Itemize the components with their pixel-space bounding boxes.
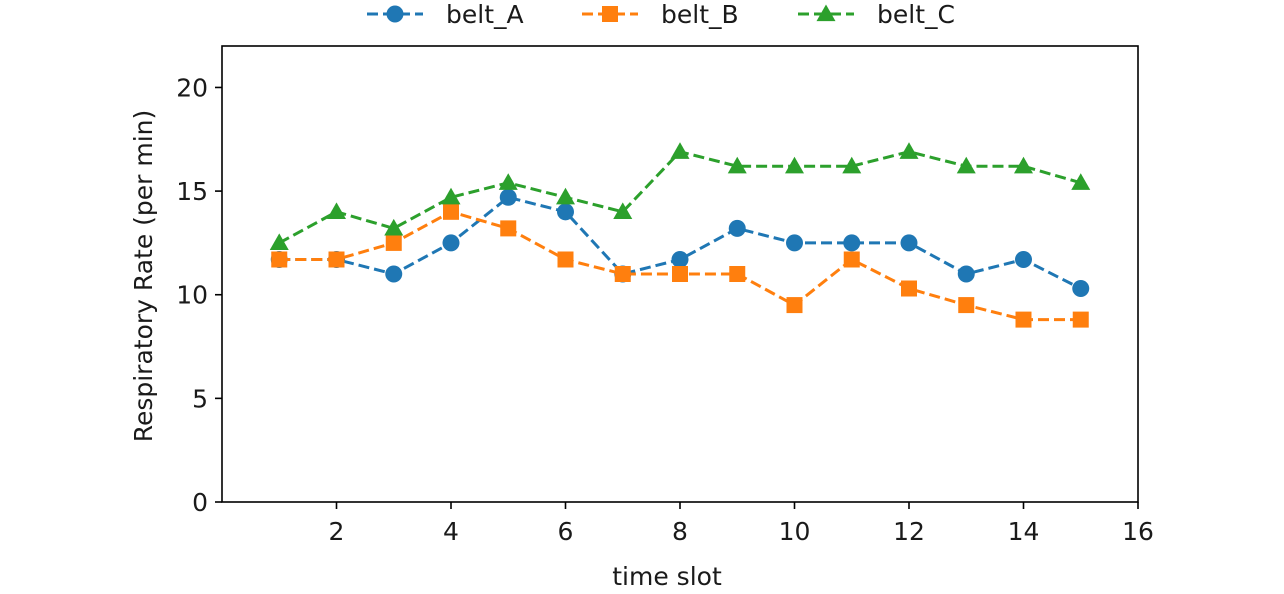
data-point-belt_A	[843, 234, 861, 252]
data-point-belt_A	[671, 250, 689, 268]
x-tick-label: 2	[329, 517, 345, 546]
data-point-belt_C	[785, 156, 804, 174]
x-axis-label: time slot	[612, 562, 722, 590]
legend-item-belt_B: belt_B	[582, 0, 739, 29]
y-tick-label: 20	[176, 73, 208, 102]
data-point-belt_B	[385, 234, 402, 251]
y-tick-label: 10	[176, 281, 208, 310]
x-tick-label: 14	[1008, 517, 1040, 546]
data-point-belt_A	[786, 234, 803, 252]
data-point-belt_B	[271, 251, 288, 268]
x-tick-label: 4	[443, 517, 459, 546]
legend-label-belt_B: belt_B	[661, 0, 739, 29]
y-tick-label: 5	[192, 384, 208, 413]
legend: belt_A belt_B belt_C	[367, 0, 955, 29]
data-point-belt_B	[901, 280, 917, 297]
data-point-belt_A	[1072, 280, 1090, 298]
data-point-belt_B	[443, 203, 459, 220]
data-point-belt_B	[614, 266, 631, 282]
data-point-belt_A	[900, 234, 918, 252]
data-point-belt_A	[728, 219, 746, 237]
axes: 2 4 6 8 10 12 14 16 0 5 10 15 20	[176, 45, 1154, 546]
legend-marker-belt_C	[816, 4, 836, 22]
data-point-belt_A	[557, 203, 574, 221]
data-point-belt_B	[958, 297, 975, 314]
legend-label-belt_C: belt_C	[877, 0, 955, 29]
x-tick-label: 16	[1122, 517, 1154, 546]
data-point-belt_C	[670, 142, 690, 159]
data-point-belt_C	[1071, 173, 1091, 190]
data-point-belt_C	[384, 218, 404, 236]
data-point-belt_B	[500, 220, 517, 237]
y-tick-label: 0	[192, 488, 208, 517]
data-point-belt_C	[441, 187, 461, 205]
series-belt_C	[269, 142, 1091, 251]
data-point-belt_B	[1015, 311, 1032, 328]
x-tick-label: 12	[893, 517, 925, 546]
data-point-belt_A	[1015, 250, 1032, 268]
x-tick-label: 10	[779, 517, 811, 546]
data-point-belt_C	[956, 156, 976, 174]
data-point-belt_A	[442, 234, 460, 252]
legend-item-belt_A: belt_A	[367, 0, 524, 29]
data-point-belt_C	[327, 202, 346, 219]
data-point-belt_C	[556, 187, 575, 205]
x-tick-label: 8	[672, 517, 688, 546]
data-point-belt_B	[557, 251, 574, 268]
data-point-belt_A	[385, 265, 403, 283]
data-point-belt_C	[899, 142, 919, 159]
data-point-belt_C	[1014, 156, 1033, 174]
data-point-belt_B	[843, 251, 860, 268]
plot-area	[269, 142, 1091, 328]
data-point-belt_B	[729, 266, 746, 282]
y-axis-label: Respiratory Rate (per min)	[129, 110, 158, 443]
legend-label-belt_A: belt_A	[446, 0, 524, 29]
data-point-belt_C	[498, 173, 518, 190]
x-tick-label: 6	[558, 517, 574, 546]
data-point-belt_C	[842, 156, 862, 174]
series-belt_B	[271, 203, 1089, 328]
data-point-belt_C	[269, 233, 289, 251]
data-point-belt_A	[957, 265, 975, 283]
data-point-belt_A	[499, 188, 517, 206]
data-point-belt_B	[672, 266, 688, 282]
legend-marker-belt_A	[386, 5, 404, 23]
data-point-belt_B	[786, 297, 803, 314]
data-point-belt_C	[727, 156, 747, 174]
data-point-belt_B	[328, 251, 345, 268]
data-point-belt_B	[1072, 311, 1089, 328]
data-point-belt_C	[613, 202, 633, 219]
legend-marker-belt_B	[602, 6, 618, 22]
y-tick-label: 15	[176, 177, 208, 206]
legend-item-belt_C: belt_C	[798, 0, 955, 29]
